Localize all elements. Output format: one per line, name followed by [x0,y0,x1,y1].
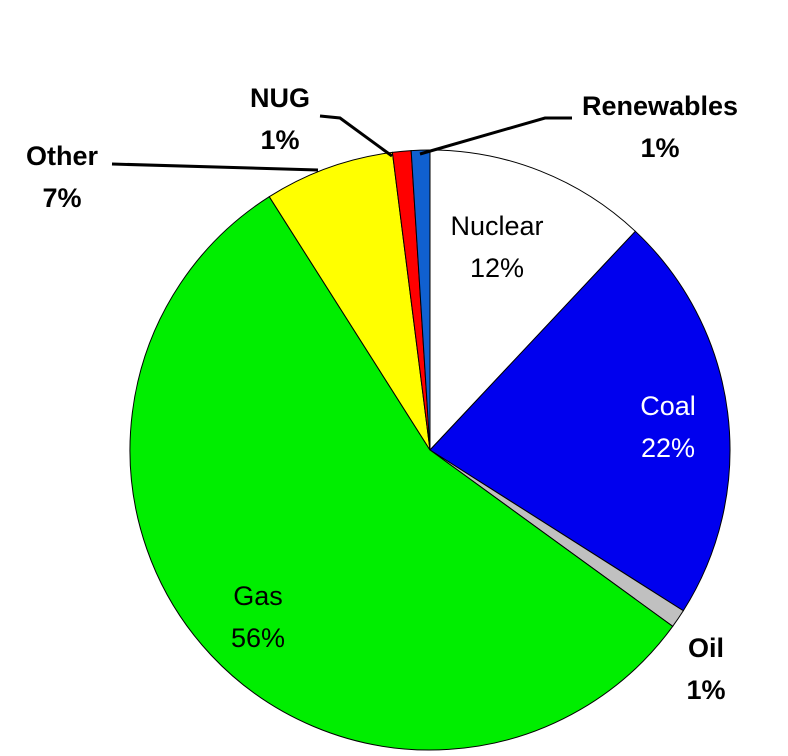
leader-lines [111,114,572,172]
slice-label: NUG [250,83,310,113]
value-label: 7% [42,183,81,213]
value-label: 12% [470,253,524,283]
value-label: 1% [686,675,725,705]
slice-label: Gas [233,581,283,611]
slice-label: Oil [688,633,724,663]
slice [429,149,637,452]
value-label: 22% [641,433,695,463]
slice [129,196,674,751]
slice [429,230,731,612]
slices [129,149,731,751]
slice-label: Nuclear [450,211,543,241]
slice-label: Renewables [582,91,738,121]
slice-label: Coal [640,391,696,421]
leader-line [319,114,393,158]
value-label: 56% [231,623,285,653]
value-label: 1% [260,125,299,155]
leader-line [111,162,319,172]
slice-label: Other [26,141,99,171]
value-label: 1% [640,133,679,163]
leader-line [419,116,572,156]
